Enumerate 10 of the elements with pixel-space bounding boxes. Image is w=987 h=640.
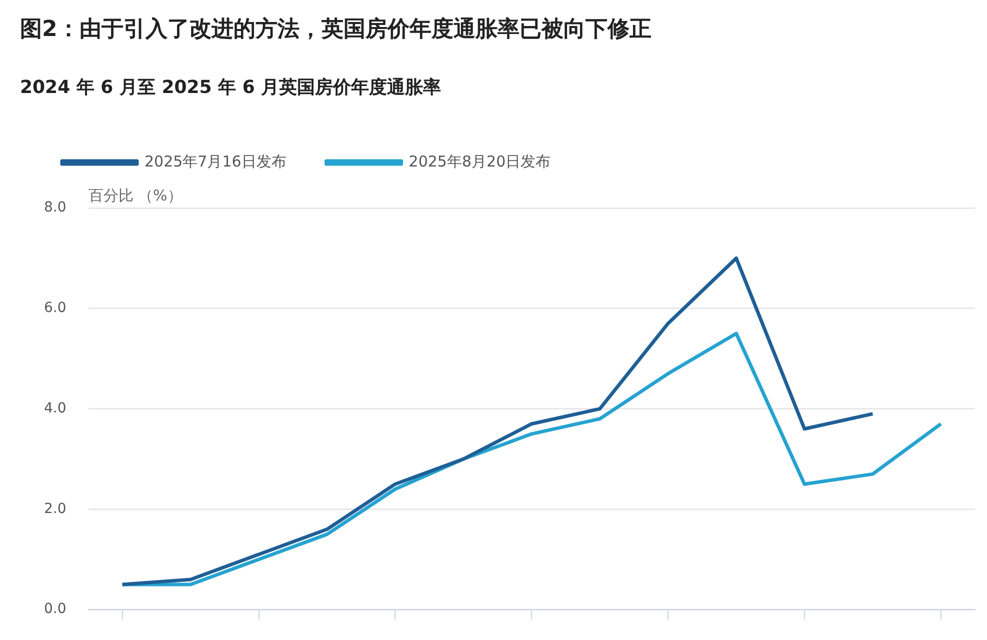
y-tick-label: 2.0 <box>44 500 66 517</box>
y-tick-label: 4.0 <box>44 400 66 416</box>
y-tick-label: 0.0 <box>44 601 66 618</box>
y-tick-label: 6.0 <box>44 300 66 316</box>
legend-label: 2025年8月20日发布 <box>408 152 551 170</box>
legend-label: 2025年7月16日发布 <box>144 152 286 170</box>
chart-subtitle: 2024 年 6 月至 2025 年 6 月英国房价年度通胀率 <box>20 76 442 99</box>
y-axis-title: 百分比 （%） <box>88 186 182 204</box>
chart-title: 图2：由于引入了改进的方法，英国房价年度通胀率已被向下修正 <box>20 16 652 44</box>
y-tick-label: 8.0 <box>44 200 66 216</box>
